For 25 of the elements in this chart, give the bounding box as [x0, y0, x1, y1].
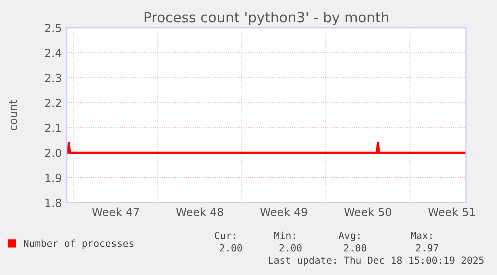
x-tick-label: Week 48	[176, 208, 224, 216]
y-tick-label: 1.8	[46, 198, 62, 208]
text: Avg:	[338, 232, 360, 242]
text: 2.00	[280, 244, 302, 252]
y-tick-label: 2.4	[45, 49, 62, 58]
x-tick-label: Week 49	[260, 208, 308, 216]
text: 2.00	[344, 244, 366, 252]
text: Max:	[411, 232, 432, 240]
text: Last update: Thu Dec 18 15:00:19 2025	[269, 256, 484, 266]
text: Cur:	[215, 232, 236, 240]
y-tick-label: 2.5	[45, 24, 62, 32]
x-tick-label: Week 51	[428, 208, 476, 216]
y-tick-label: 2.2	[45, 98, 62, 108]
text: 2.00	[220, 244, 242, 252]
text: 2.97	[416, 244, 438, 252]
y-axis-title: count	[9, 100, 18, 131]
y-tick-label: 2.0	[45, 148, 62, 158]
y-tick-label: 1.9	[46, 174, 62, 182]
y-tick-label: 2.3	[45, 74, 62, 82]
x-tick-label: Week 47	[92, 208, 140, 216]
text: Min:	[274, 232, 296, 240]
chart-title: Process count 'python3' - by month	[144, 12, 389, 26]
y-tick-label: 2.1	[45, 124, 62, 132]
x-tick-label: Week 50	[344, 208, 392, 216]
legend-label: Number of processes	[24, 240, 134, 250]
